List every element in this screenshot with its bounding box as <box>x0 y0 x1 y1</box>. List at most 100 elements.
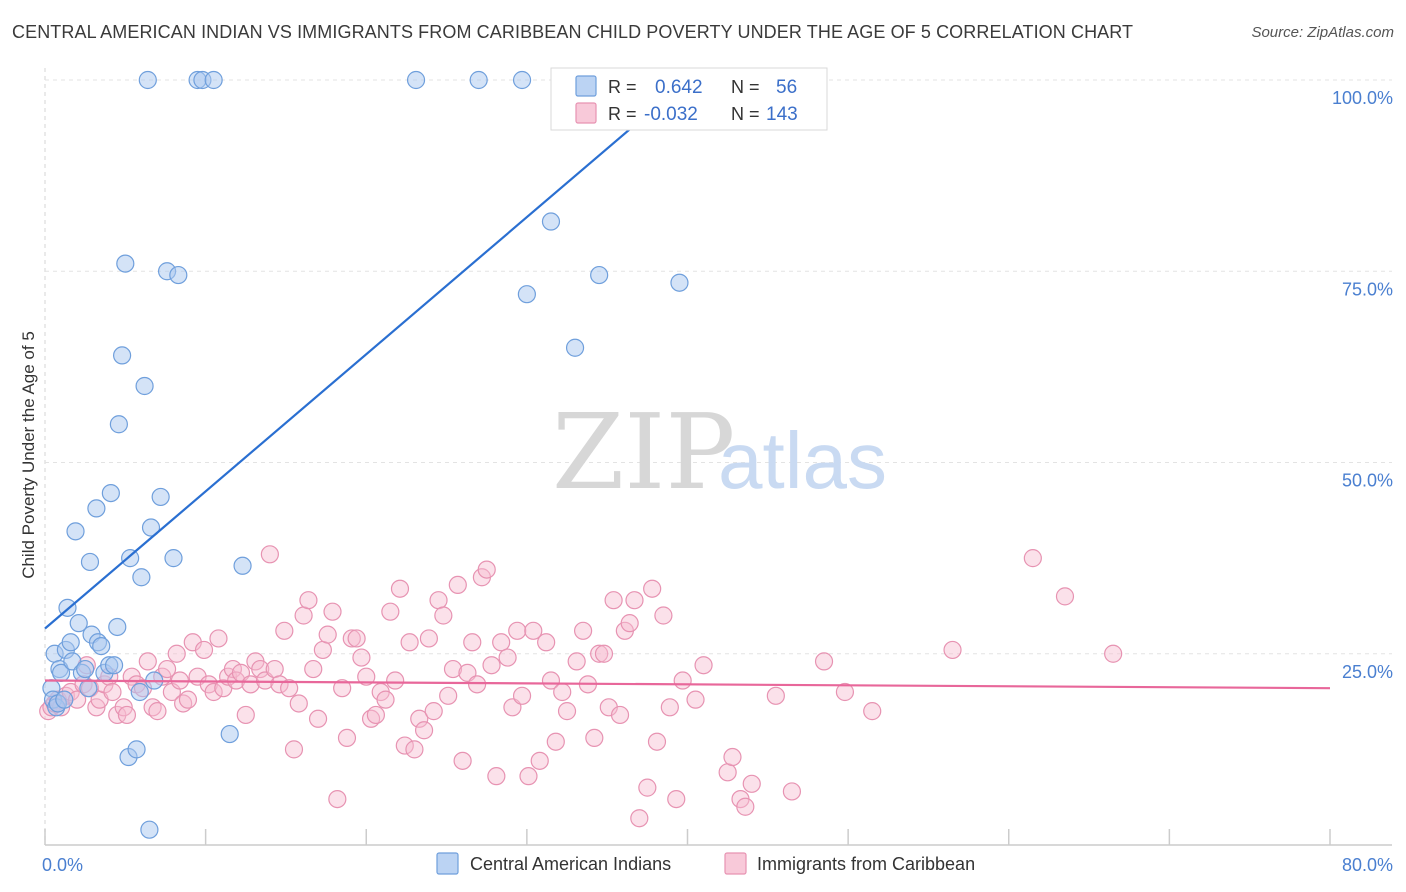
point-caribbean-125 <box>654 606 673 625</box>
point-caribbean-119 <box>620 614 639 633</box>
point-caribbean-55 <box>294 606 313 625</box>
y-tick-label-75: 75.0% <box>1342 279 1393 299</box>
x-tick-label-min: 0.0% <box>42 855 83 875</box>
grid-lines <box>45 79 1392 655</box>
point-caribbean-37 <box>209 629 228 648</box>
point-caribbean-80 <box>414 721 434 740</box>
point-caribbean-104 <box>537 633 556 652</box>
stats-legend: R = 0.642 N = 56 R = -0.032 N = 143 <box>550 67 828 131</box>
point-central-american-indian-27 <box>109 415 128 434</box>
point-caribbean-132 <box>723 747 742 767</box>
point-caribbean-73 <box>381 602 400 621</box>
point-caribbean-43 <box>236 705 255 725</box>
point-central-american-indian-21 <box>92 636 111 656</box>
point-central-american-indian-56 <box>670 273 689 292</box>
point-caribbean-121 <box>630 809 649 828</box>
point-caribbean-86 <box>443 659 463 679</box>
point-caribbean-95 <box>487 767 506 786</box>
legend-label-central-american-indians: Central American Indians <box>470 854 671 874</box>
point-central-american-indian-43 <box>169 265 188 285</box>
point-caribbean-109 <box>567 652 586 671</box>
point-caribbean-114 <box>594 644 614 663</box>
point-caribbean-57 <box>304 659 323 679</box>
stats-legend-frame <box>550 67 828 131</box>
watermark: ZIP atlas <box>552 391 887 513</box>
legend-swatch-immigrants-from-caribbean <box>724 852 747 875</box>
point-caribbean-144 <box>1104 644 1123 663</box>
points-central-american-indians <box>42 70 689 839</box>
point-caribbean-85 <box>439 686 458 705</box>
point-caribbean-108 <box>557 702 577 721</box>
point-caribbean-36 <box>204 682 223 702</box>
point-central-american-indian-53 <box>541 212 561 231</box>
point-central-american-indian-46 <box>204 70 223 90</box>
point-caribbean-65 <box>342 629 361 648</box>
point-caribbean-138 <box>814 652 834 671</box>
point-central-american-indian-10 <box>61 633 80 652</box>
point-caribbean-48 <box>260 545 279 564</box>
point-caribbean-76 <box>395 736 414 755</box>
point-caribbean-82 <box>424 702 443 721</box>
point-caribbean-117 <box>610 705 630 725</box>
legend-label-immigrants-from-caribbean: Immigrants from Caribbean <box>757 854 975 874</box>
point-central-american-indian-38 <box>141 518 161 537</box>
point-caribbean-46 <box>251 659 270 679</box>
point-caribbean-88 <box>453 751 472 770</box>
point-central-american-indian-52 <box>517 285 536 304</box>
point-caribbean-66 <box>347 629 366 648</box>
point-central-american-indian-51 <box>512 70 532 90</box>
point-caribbean-94 <box>482 656 501 675</box>
point-caribbean-83 <box>429 591 448 610</box>
point-central-american-indian-13 <box>69 614 88 633</box>
stats-legend-swatch-blue <box>575 75 597 97</box>
point-caribbean-91 <box>467 675 487 694</box>
point-central-american-indian-36 <box>138 70 157 90</box>
watermark-zip-text: ZIP <box>552 391 735 513</box>
point-caribbean-18 <box>117 705 137 725</box>
point-caribbean-61 <box>323 602 342 621</box>
point-caribbean-107 <box>553 682 572 702</box>
series-legend: Central American Indians Immigrants from… <box>436 852 975 875</box>
point-central-american-indian-37 <box>140 820 159 839</box>
point-caribbean-44 <box>241 675 260 694</box>
point-caribbean-49 <box>265 659 284 679</box>
point-caribbean-128 <box>673 671 692 690</box>
point-caribbean-15 <box>103 682 122 702</box>
point-caribbean-141 <box>943 640 962 660</box>
points-immigrants-from-caribbean <box>39 545 1123 828</box>
y-tick-labels: 25.0% 50.0% 75.0% 100.0% <box>1332 88 1393 682</box>
point-caribbean-139 <box>835 682 855 702</box>
point-caribbean-99 <box>508 621 527 640</box>
y-axis-label: Child Poverty Under the Age of 5 <box>19 331 38 579</box>
point-caribbean-51 <box>275 621 294 640</box>
point-caribbean-101 <box>519 767 538 786</box>
point-central-american-indian-29 <box>116 254 135 273</box>
point-caribbean-77 <box>400 633 419 652</box>
point-caribbean-79 <box>410 709 429 728</box>
point-caribbean-58 <box>308 709 328 728</box>
point-central-american-indian-15 <box>76 659 95 679</box>
point-caribbean-113 <box>590 644 609 663</box>
point-caribbean-67 <box>352 648 371 667</box>
point-caribbean-62 <box>328 789 347 809</box>
point-caribbean-129 <box>686 690 705 709</box>
point-caribbean-106 <box>546 732 565 751</box>
point-caribbean-93 <box>477 560 496 579</box>
point-caribbean-136 <box>766 686 785 705</box>
point-central-american-indian-49 <box>406 70 426 90</box>
point-central-american-indian-35 <box>135 376 154 396</box>
point-caribbean-53 <box>284 740 304 759</box>
point-central-american-indian-40 <box>151 487 170 507</box>
point-caribbean-143 <box>1055 587 1075 606</box>
point-caribbean-116 <box>604 591 623 610</box>
point-caribbean-68 <box>357 667 376 686</box>
point-caribbean-78 <box>405 740 424 759</box>
y-tick-label-100: 100.0% <box>1332 88 1393 108</box>
point-caribbean-135 <box>742 774 761 793</box>
point-caribbean-84 <box>434 606 453 625</box>
point-caribbean-63 <box>333 679 352 698</box>
point-central-american-indian-50 <box>469 70 488 90</box>
point-caribbean-59 <box>313 640 332 660</box>
point-caribbean-74 <box>386 671 405 690</box>
point-caribbean-103 <box>530 751 549 770</box>
